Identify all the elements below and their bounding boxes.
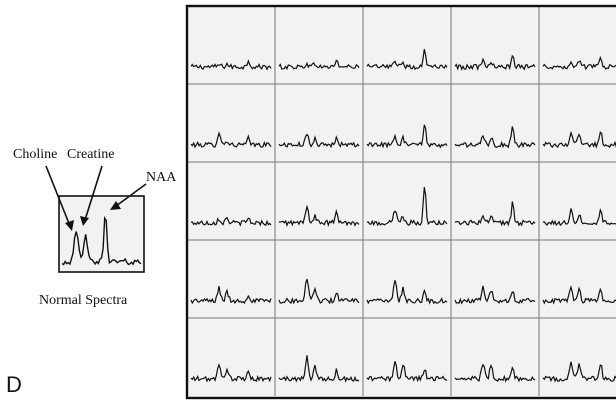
inset-box xyxy=(58,195,145,273)
normal-spectra-inset: Choline Creatine NAA Normal Spectra xyxy=(13,147,177,308)
choline-label: Choline xyxy=(13,147,57,162)
voxel-spectrum xyxy=(366,48,448,71)
panel-letter: D xyxy=(6,372,22,397)
naa-arrowhead xyxy=(110,201,121,210)
voxel-spectrum xyxy=(278,133,360,149)
voxel-spectrum xyxy=(542,285,616,305)
voxel-spectrum xyxy=(454,126,536,149)
creatine-label: Creatine xyxy=(67,147,114,162)
voxel-spectrum xyxy=(190,59,272,71)
voxel-spectrum xyxy=(454,363,536,383)
grid-spectra xyxy=(190,48,616,383)
voxel-spectrum xyxy=(190,131,272,149)
naa-arrow xyxy=(115,183,147,207)
voxel-spectrum xyxy=(278,355,360,383)
voxel-spectrum xyxy=(366,361,448,383)
grid-background xyxy=(187,6,616,398)
normal-spectra-caption: Normal Spectra xyxy=(39,293,128,308)
voxel-spectrum xyxy=(278,59,360,71)
voxel-spectrum xyxy=(190,285,272,305)
inset-spectrum-line xyxy=(61,215,142,266)
voxel-spectrum xyxy=(542,207,616,227)
grid-border xyxy=(185,4,616,400)
creatine-arrow xyxy=(84,165,103,221)
voxel-spectrum xyxy=(366,124,448,149)
spectra-grid xyxy=(185,4,616,400)
voxel-spectrum xyxy=(542,130,616,149)
voxel-spectrum xyxy=(454,201,536,227)
voxel-spectrum xyxy=(366,280,448,305)
choline-arrowhead xyxy=(65,220,74,231)
voxel-spectrum xyxy=(278,204,360,227)
grid-lines xyxy=(187,6,616,396)
voxel-spectrum xyxy=(190,216,272,227)
voxel-spectrum xyxy=(454,54,536,72)
voxel-spectrum xyxy=(542,55,616,71)
inset-spectrum-trace xyxy=(61,215,142,266)
choline-arrow xyxy=(45,165,71,227)
voxel-spectrum xyxy=(454,285,536,305)
voxel-spectrum xyxy=(278,278,360,305)
voxel-spectrum xyxy=(366,187,448,227)
creatine-arrowhead xyxy=(80,216,89,226)
voxel-spectrum xyxy=(190,363,272,383)
voxel-spectrum xyxy=(542,361,616,383)
naa-label: NAA xyxy=(146,170,177,185)
